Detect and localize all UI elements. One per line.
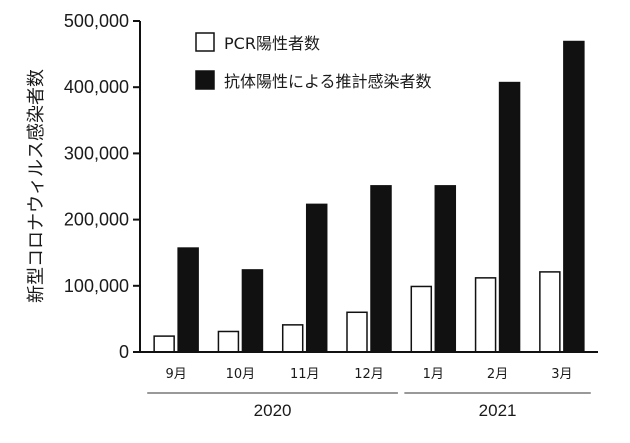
x-tick-label: 9月 <box>166 367 187 382</box>
legend-swatch <box>195 32 215 52</box>
y-axis-label: 新型コロナウィルス感染者数 <box>26 69 47 303</box>
x-tick-label: 10月 <box>226 367 256 382</box>
bar-pcr-positive <box>217 330 240 353</box>
x-tick-label: 3月 <box>551 367 572 382</box>
y-tick-label: 100,000 <box>64 276 129 296</box>
bar-antibody-estimated <box>305 203 328 353</box>
bar-antibody-estimated <box>434 185 457 353</box>
y-tick-label: 300,000 <box>64 143 129 163</box>
bar-pcr-positive <box>474 277 497 353</box>
bars <box>153 40 585 353</box>
y-tick-label: 200,000 <box>64 210 129 230</box>
y-axis: 0 100,000 200,000 300,000 400,000 500,000 <box>64 11 141 362</box>
y-axis-label-group: 新型コロナウィルス感染者数 <box>26 69 47 303</box>
year-group-label: 2021 <box>479 401 517 420</box>
x-tick-label: 11月 <box>290 367 320 382</box>
bar-pcr-positive <box>410 285 433 353</box>
y-tick-label: 500,000 <box>64 11 129 31</box>
x-axis: 9月 10月 11月 12月 1月 2月 3月 2020 2021 <box>139 351 598 420</box>
y-tick-label: 0 <box>119 342 129 362</box>
bar-antibody-estimated <box>177 247 199 353</box>
bar-antibody-estimated <box>563 40 585 353</box>
x-tick-label: 2月 <box>487 367 508 382</box>
y-tick-label: 400,000 <box>64 77 129 97</box>
x-tick-label: 1月 <box>423 367 444 382</box>
bar-pcr-positive <box>281 324 304 353</box>
bar-antibody-estimated <box>370 185 392 353</box>
x-tick-label: 12月 <box>354 367 384 382</box>
bar-pcr-positive <box>346 311 368 353</box>
legend-swatch <box>195 70 215 90</box>
legend-label: 抗体陽性による推計感染者数 <box>224 72 432 91</box>
year-group-label: 2020 <box>254 401 292 420</box>
legend-label: PCR陽性者数 <box>224 34 320 53</box>
bar-antibody-estimated <box>498 81 521 353</box>
bar-pcr-positive <box>153 335 175 353</box>
bar-pcr-positive <box>539 271 561 353</box>
bar-antibody-estimated <box>241 269 264 353</box>
